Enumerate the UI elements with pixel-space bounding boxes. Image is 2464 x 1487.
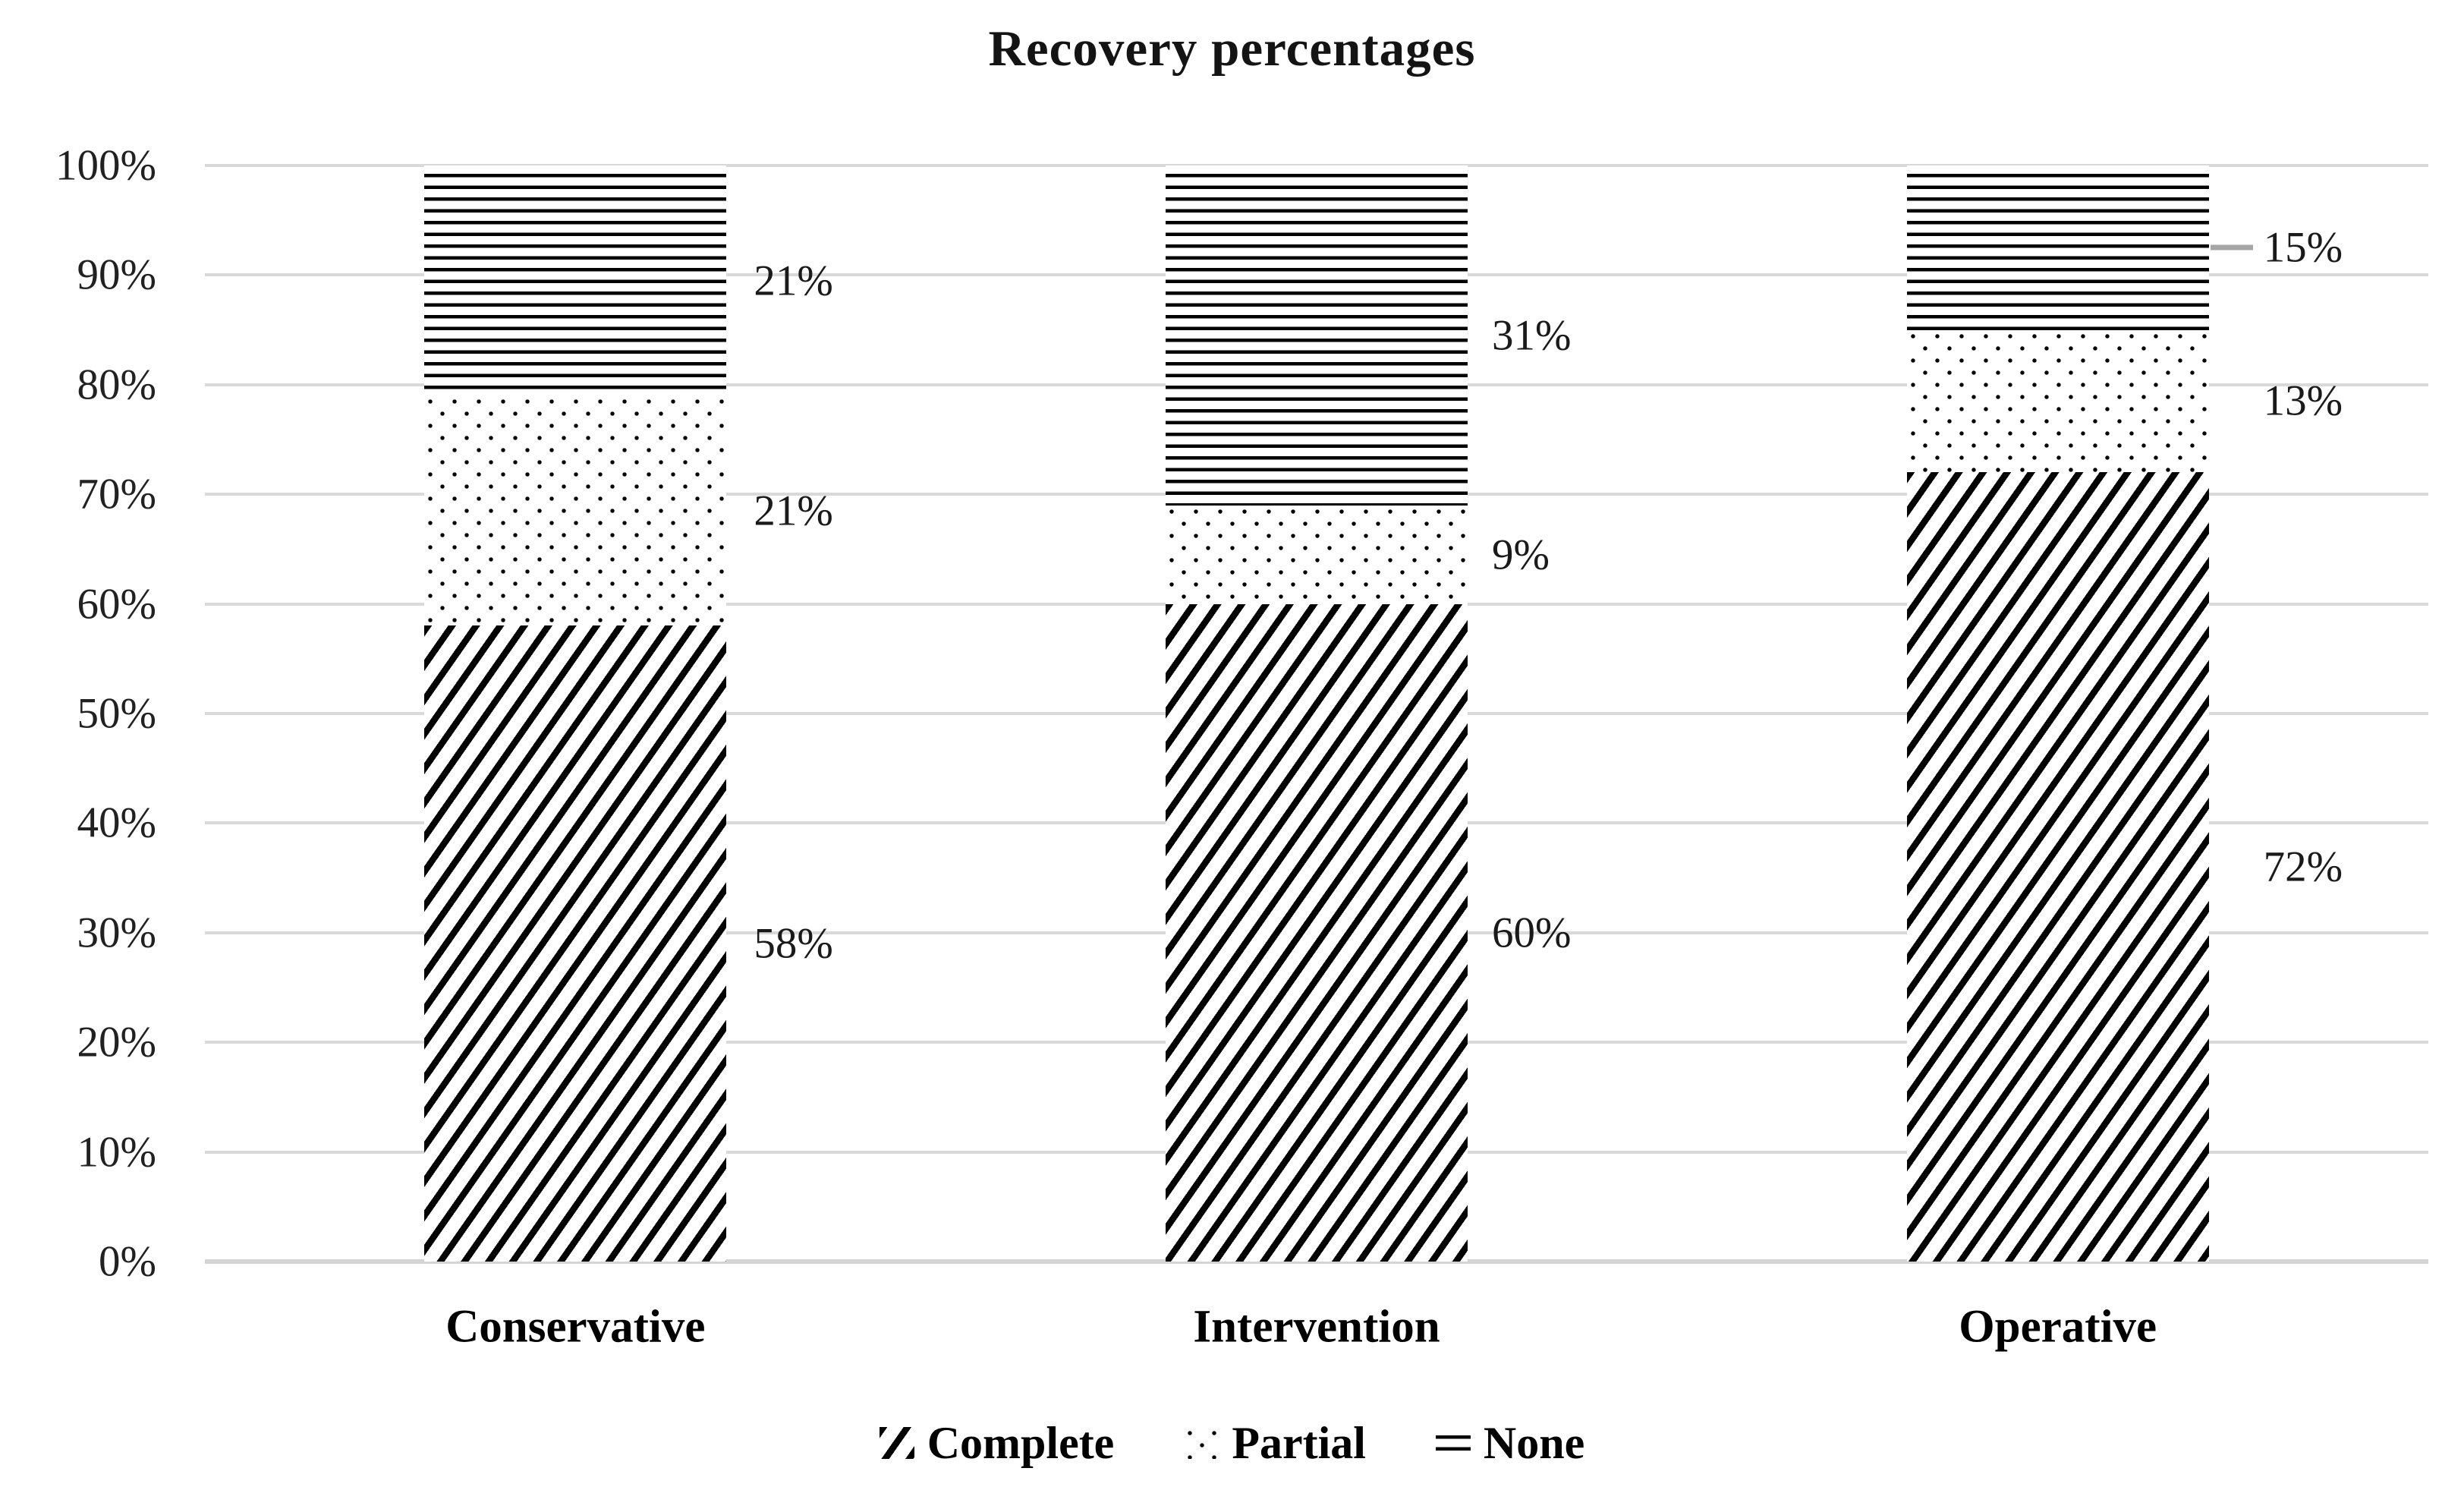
bar-segment-none — [424, 165, 727, 396]
y-axis-tick-label: 20% — [77, 1018, 156, 1066]
category-label: Operative — [1959, 1301, 2157, 1353]
data-label: 21% — [754, 487, 833, 535]
legend-item: Partial — [1184, 1420, 1366, 1466]
category-label: Intervention — [1193, 1301, 1440, 1353]
data-label-leader-line — [2210, 244, 2253, 250]
data-label: 9% — [1492, 531, 1550, 579]
legend-label: None — [1483, 1418, 1585, 1468]
bar-segment-complete — [1166, 603, 1468, 1262]
data-label: 13% — [2263, 376, 2343, 425]
data-label: 72% — [2263, 843, 2343, 891]
bar-segment-partial — [1906, 329, 2209, 473]
data-label: 58% — [754, 919, 833, 968]
legend-swatch-complete — [879, 1427, 914, 1459]
legend-label: Complete — [927, 1418, 1115, 1468]
legend-item: None — [1435, 1418, 1585, 1468]
legend-label: Partial — [1232, 1418, 1366, 1468]
x-axis-line — [205, 1259, 2428, 1264]
y-axis-tick-label: 30% — [77, 909, 156, 957]
y-axis-tick-label: 80% — [77, 361, 156, 409]
bar-segment-none — [1166, 165, 1468, 506]
chart-legend: Complete Partial None — [0, 1410, 2464, 1476]
chart-title: Recovery percentages — [988, 20, 1476, 77]
y-axis-tick-label: 100% — [55, 141, 156, 190]
y-axis-tick-label: 10% — [77, 1128, 156, 1177]
legend-swatch-partial — [1184, 1427, 1219, 1459]
data-label: 31% — [1492, 311, 1572, 360]
y-axis-tick-label: 0% — [99, 1237, 156, 1286]
category-label: Conservative — [445, 1301, 706, 1353]
data-label: 21% — [754, 257, 833, 305]
y-axis-tick-label: 60% — [77, 580, 156, 629]
bar-segment-partial — [424, 395, 727, 626]
legend-swatch-none — [1435, 1427, 1471, 1459]
data-label: 60% — [1492, 909, 1572, 957]
bar-segment-complete — [1906, 472, 2209, 1262]
bar-segment-none — [1906, 165, 2209, 330]
legend-item: Complete — [879, 1418, 1115, 1468]
y-axis-tick-label: 90% — [77, 250, 156, 299]
y-axis-tick-label: 70% — [77, 470, 156, 518]
y-axis-tick-label: 40% — [77, 799, 156, 847]
y-axis-tick-label: 50% — [77, 689, 156, 738]
bar-segment-complete — [424, 625, 727, 1262]
bar-segment-partial — [1166, 505, 1468, 604]
data-label: 15% — [2263, 223, 2343, 272]
